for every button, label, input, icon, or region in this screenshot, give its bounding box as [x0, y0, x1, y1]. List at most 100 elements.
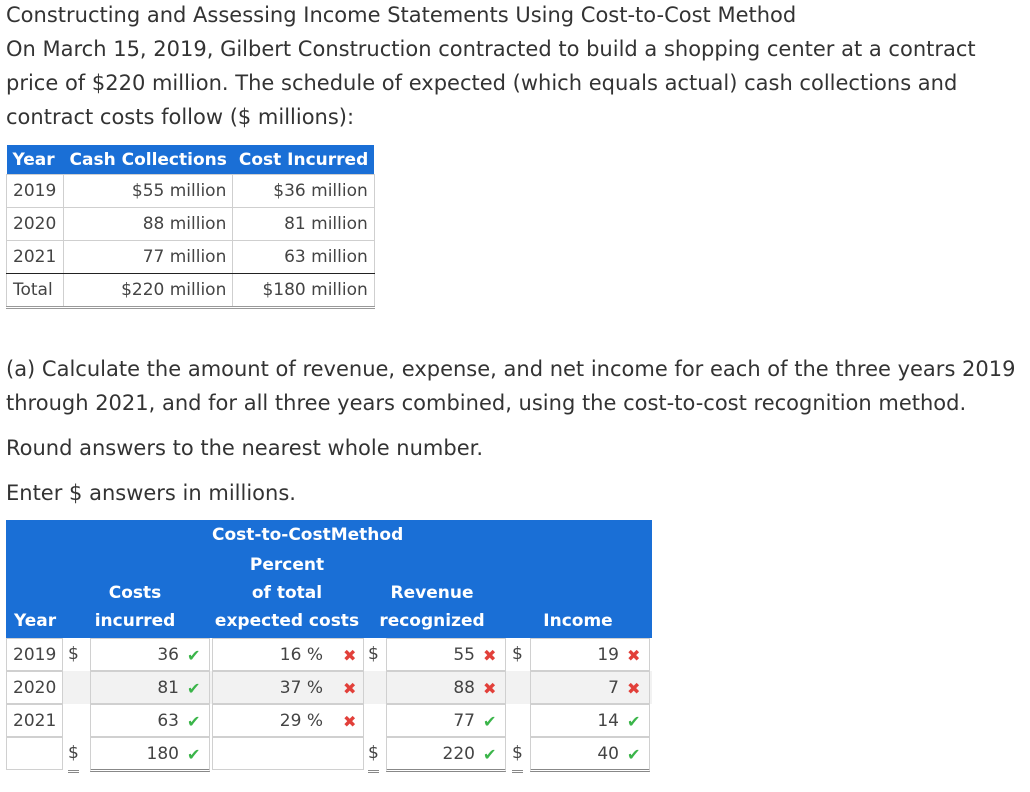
- schedule-header-year: Year: [6, 145, 64, 175]
- revenue-header-line1: Revenue: [390, 583, 474, 603]
- answer-row: 2019 $36 ✔ 16 % ✖ $55 ✖ $19 ✖: [6, 638, 652, 671]
- schedule-header-cash: Cash Collections: [63, 145, 233, 175]
- schedule-cost: $36 million: [232, 174, 375, 208]
- percent-header-line2: of total: [251, 583, 323, 603]
- costs-incurred-value: 36: [157, 645, 179, 665]
- income-value: 19: [597, 645, 619, 665]
- income-value: 14: [597, 711, 619, 731]
- schedule-year: 2019: [6, 174, 64, 208]
- schedule-row: 2020 88 million 81 million: [6, 207, 375, 241]
- problem-title: Constructing and Assessing Income Statem…: [6, 3, 797, 27]
- costs-incurred-value: 63: [157, 711, 179, 731]
- answer-row: 2021 63 ✔ 29 % ✖ 77 ✔ 14 ✔: [6, 704, 652, 737]
- enter-note: Enter $ answers in millions.: [6, 481, 296, 505]
- currency-symbol: $: [368, 737, 379, 773]
- incorrect-x-icon: ✖: [627, 679, 641, 698]
- schedule-year: 2020: [6, 207, 64, 241]
- schedule-cash: 88 million: [62, 207, 234, 241]
- schedule-cost: 63 million: [232, 240, 375, 274]
- percent-header-line1: Percent: [249, 555, 325, 575]
- schedule-total-row: Total $220 million $180 million: [6, 273, 375, 309]
- correct-check-icon: ✔: [627, 712, 641, 731]
- year-label: 2019: [13, 645, 57, 665]
- percent-of-costs-input[interactable]: [212, 737, 364, 770]
- year-cell: [6, 737, 63, 770]
- schedule-row: 2019 $55 million $36 million: [6, 174, 375, 208]
- percent-of-costs-input[interactable]: 37 % ✖: [212, 671, 364, 704]
- schedule-cost: 81 million: [232, 207, 375, 241]
- incorrect-x-icon: ✖: [343, 646, 357, 665]
- schedule-row: 2021 77 million 63 million: [6, 240, 375, 274]
- schedule-header-row: Year Cash Collections Cost Incurred: [6, 145, 375, 175]
- currency-symbol: $: [512, 737, 523, 773]
- year-cell: 2019: [6, 638, 63, 671]
- round-note: Round answers to the nearest whole numbe…: [6, 436, 483, 460]
- revenue-recognized-input[interactable]: 77 ✔: [386, 704, 506, 737]
- incorrect-x-icon: ✖: [483, 679, 497, 698]
- year-cell: 2021: [6, 704, 63, 737]
- schedule-table: Year Cash Collections Cost Incurred 2019…: [6, 145, 375, 309]
- correct-check-icon: ✔: [483, 712, 497, 731]
- incorrect-x-icon: ✖: [483, 646, 497, 665]
- problem-intro: On March 15, 2019, Gilbert Construction …: [6, 37, 976, 129]
- year-label: 2021: [13, 711, 57, 731]
- answer-table-header: Cost-to-CostMethod Percent of total expe…: [6, 520, 652, 638]
- costs-incurred-input[interactable]: 63 ✔: [90, 704, 210, 737]
- revenue-value: 88: [453, 678, 475, 698]
- percent-value: 29 %: [279, 711, 323, 731]
- revenue-recognized-input[interactable]: 55 ✖: [386, 638, 506, 671]
- schedule-cash: 77 million: [62, 240, 234, 274]
- percent-header-line3: expected costs: [214, 611, 360, 631]
- schedule-year: Total: [6, 273, 64, 309]
- percent-of-costs-input[interactable]: 29 % ✖: [212, 704, 364, 737]
- percent-of-costs-input[interactable]: 16 % ✖: [212, 638, 364, 671]
- income-value: 7: [608, 678, 619, 698]
- costs-incurred-value: 180: [146, 744, 179, 764]
- income-input[interactable]: 7 ✖: [530, 671, 650, 704]
- costs-incurred-input[interactable]: 81 ✔: [90, 671, 210, 704]
- correct-check-icon: ✔: [187, 646, 201, 665]
- currency-symbol: $: [68, 737, 79, 773]
- revenue-header-line2: recognized: [379, 611, 485, 631]
- costs-incurred-input[interactable]: 180 ✔: [90, 737, 210, 772]
- correct-check-icon: ✔: [483, 745, 497, 764]
- costs-header-line1: Costs: [108, 583, 162, 603]
- income-input[interactable]: 40 ✔: [530, 737, 650, 772]
- incorrect-x-icon: ✖: [343, 679, 357, 698]
- revenue-recognized-input[interactable]: 220 ✔: [386, 737, 506, 772]
- revenue-value: 77: [453, 711, 475, 731]
- incorrect-x-icon: ✖: [627, 646, 641, 665]
- percent-value: 37 %: [279, 678, 323, 698]
- year-label: 2020: [13, 678, 57, 698]
- schedule-year: 2021: [6, 240, 64, 274]
- income-input[interactable]: 14 ✔: [530, 704, 650, 737]
- currency-symbol: $: [368, 644, 379, 664]
- correct-check-icon: ✔: [187, 712, 201, 731]
- costs-incurred-input[interactable]: 36 ✔: [90, 638, 210, 671]
- answer-total-row: $180 ✔ $220 ✔ $40 ✔: [6, 737, 652, 773]
- schedule-cash: $55 million: [62, 174, 234, 208]
- correct-check-icon: ✔: [627, 745, 641, 764]
- revenue-value: 55: [453, 645, 475, 665]
- method-header: Cost-to-CostMethod: [212, 525, 404, 545]
- schedule-cash: $220 million: [62, 273, 234, 309]
- year-header: Year: [14, 611, 57, 631]
- costs-incurred-value: 81: [157, 678, 179, 698]
- income-value: 40: [597, 744, 619, 764]
- answer-row: 2020 81 ✔ 37 % ✖ 88 ✖ 7 ✖: [6, 671, 652, 704]
- percent-value: 16 %: [279, 645, 323, 665]
- revenue-recognized-input[interactable]: 88 ✖: [386, 671, 506, 704]
- income-input[interactable]: 19 ✖: [530, 638, 650, 671]
- schedule-header-cost: Cost Incurred: [232, 145, 375, 175]
- correct-check-icon: ✔: [187, 679, 201, 698]
- income-header: Income: [543, 611, 613, 631]
- costs-header-line2: incurred: [94, 611, 176, 631]
- year-cell: 2020: [6, 671, 63, 704]
- incorrect-x-icon: ✖: [343, 712, 357, 731]
- correct-check-icon: ✔: [187, 745, 201, 764]
- answer-table: Cost-to-CostMethod Percent of total expe…: [6, 520, 652, 773]
- currency-symbol: $: [512, 644, 523, 664]
- question-text: (a) Calculate the amount of revenue, exp…: [6, 357, 1016, 415]
- currency-symbol: $: [68, 644, 79, 664]
